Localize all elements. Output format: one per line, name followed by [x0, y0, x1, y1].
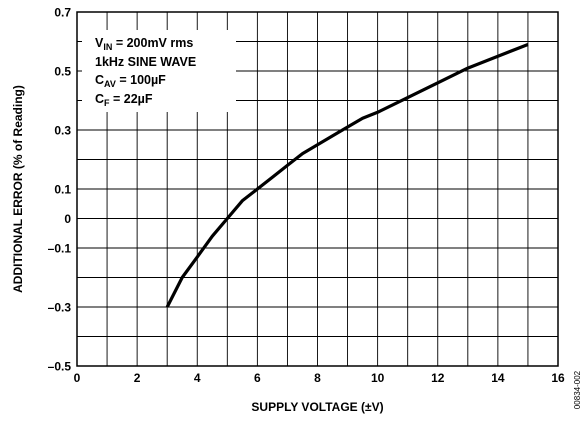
y-tick-label: 0.5	[54, 65, 71, 79]
grid	[77, 12, 558, 366]
y-tick-label: 0	[64, 212, 71, 226]
x-tick-label: 16	[551, 371, 565, 385]
x-tick-label: 8	[314, 371, 321, 385]
figure-id: 00834-002	[573, 370, 582, 409]
annotation-line: 1kHz SINE WAVE	[95, 55, 196, 69]
annotation-box	[82, 30, 236, 112]
y-tick-label: –0.1	[48, 242, 72, 256]
plot-frame	[76, 11, 559, 367]
x-tick-label: 4	[194, 371, 201, 385]
x-tick-label: 6	[254, 371, 261, 385]
series-line	[165, 43, 529, 308]
x-tick-label: 14	[491, 371, 505, 385]
x-tick-label: 0	[74, 371, 81, 385]
tick-labels: 0 2 4 6 8 10 12 14 16 –0.5 –0.3 –0.1 0 0.1 0.3 0.5 0.7	[48, 6, 565, 386]
x-tick-label: 2	[134, 371, 141, 385]
x-tick-label: 12	[431, 371, 445, 385]
x-axis-label: SUPPLY VOLTAGE (±V)	[251, 400, 383, 414]
y-tick-label: 0.7	[54, 6, 71, 20]
x-tick-label: 10	[371, 371, 385, 385]
annotation-line: CAV = 100µF	[95, 73, 166, 89]
y-tick-label: –0.5	[48, 360, 72, 374]
annotation-line: CF = 22µF	[95, 92, 153, 108]
annotation-line: VIN = 200mV rms	[95, 36, 193, 52]
y-axis-label: ADDITIONAL ERROR (% of Reading)	[11, 85, 25, 293]
annotation: VIN = 200mV rms 1kHz SINE WAVE CAV = 100µF…	[95, 36, 196, 108]
y-tick-label: –0.3	[48, 301, 72, 315]
y-tick-label: 0.3	[54, 124, 71, 138]
y-tick-label: 0.1	[54, 183, 71, 197]
